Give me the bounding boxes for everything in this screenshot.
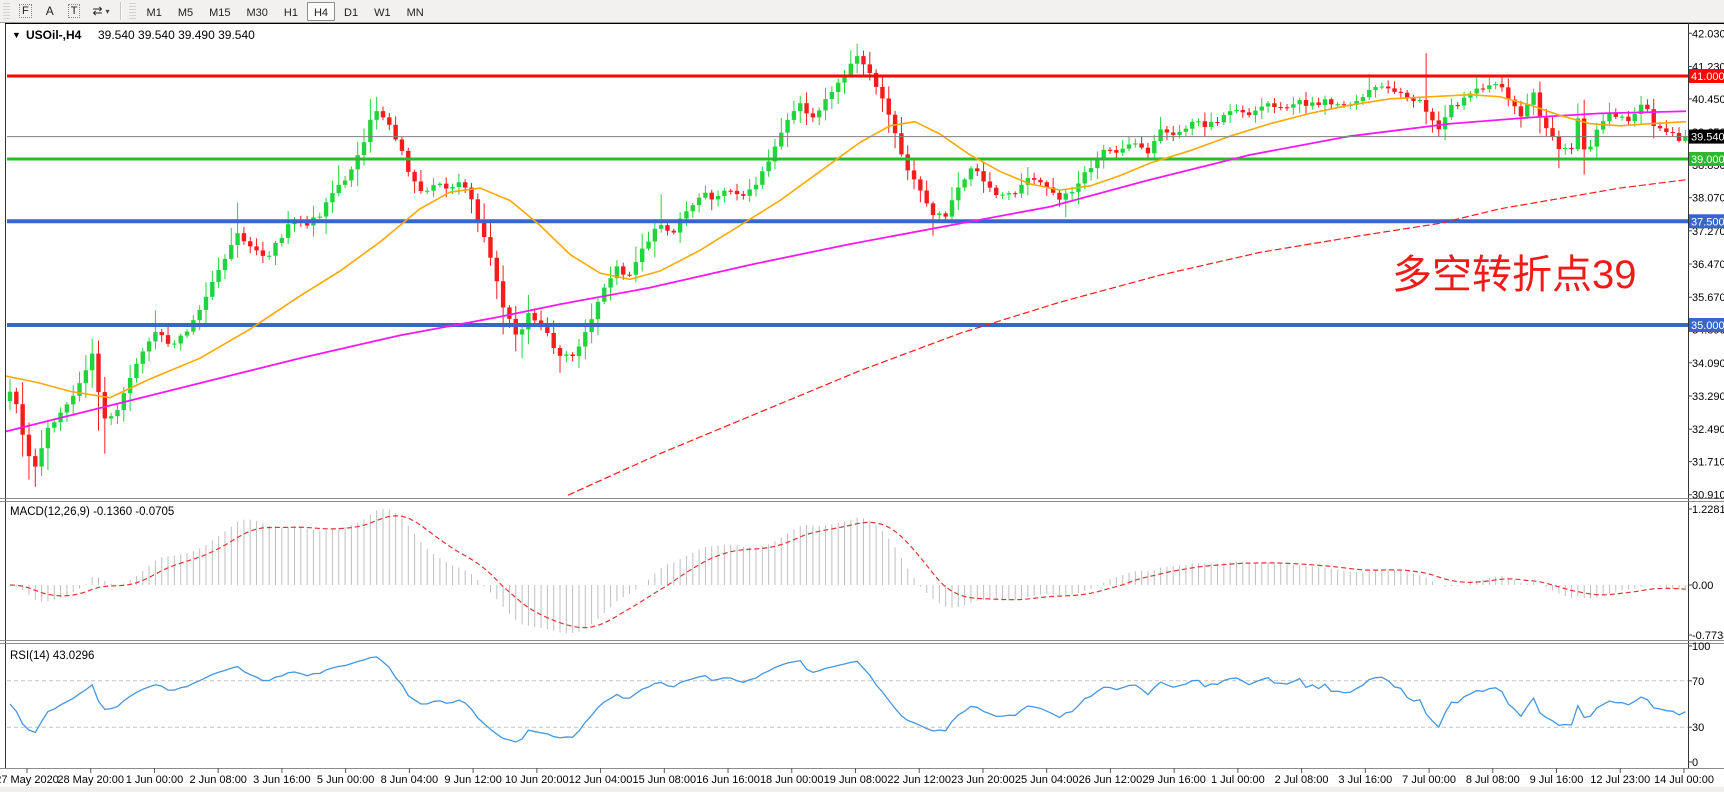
chart-grid-icon[interactable]: F — [14, 1, 37, 21]
x-axis-date-label: 8 Jul 08:00 — [1466, 774, 1520, 786]
x-axis-date-label: 9 Jul 16:00 — [1530, 774, 1584, 786]
x-axis-date-label: 9 Jun 12:00 — [444, 774, 502, 786]
price-badge-37.500 — [1689, 214, 1724, 229]
x-axis-date-label: 5 Jun 00:00 — [317, 774, 375, 786]
mid-ma-line — [6, 110, 1687, 433]
chart-annotation-text[interactable]: 多空转折点39 — [1392, 253, 1637, 297]
y-axis-tick-label: 31.710 — [1692, 457, 1724, 469]
price-badge-text: 39.540 — [1691, 132, 1724, 144]
insert-arrows-icon[interactable]: ⇄ ▾ — [87, 1, 114, 21]
x-axis-date-label: 19 Jun 08:00 — [824, 774, 888, 786]
x-axis-date-label: 2 Jun 08:00 — [189, 774, 247, 786]
price-chart-svg: 42.03041.23040.45039.65038.85038.07037.2… — [0, 23, 1724, 792]
timeframe-button-H1[interactable]: H1 — [277, 2, 305, 21]
x-axis-date-label: 10 Jun 20:00 — [505, 774, 569, 786]
x-axis-date-label: 12 Jun 04:00 — [569, 774, 633, 786]
x-axis-date-label: 12 Jul 23:00 — [1590, 774, 1650, 786]
y-axis-tick-label: 33.290 — [1692, 391, 1724, 403]
price-badge-41.000 — [1689, 69, 1724, 83]
insert-label-icon[interactable]: T — [63, 1, 86, 21]
macd-axis-label: 1.2281 — [1692, 504, 1724, 516]
chart-title-symbol: USOil-,H4 — [26, 28, 82, 42]
macd-histogram — [15, 509, 1686, 633]
x-axis-date-label: 16 Jun 16:00 — [696, 774, 760, 786]
x-axis-date-label: 14 Jul 00:00 — [1654, 774, 1714, 786]
y-axis-tick-label: 30.910 — [1692, 490, 1724, 502]
macd-axis-label: 0.00 — [1692, 580, 1713, 592]
macd-signal-line — [9, 515, 1686, 629]
rsi-axis-label: 70 — [1692, 676, 1704, 688]
timeframe-button-D1[interactable]: D1 — [337, 2, 365, 21]
y-axis-tick-label: 32.490 — [1692, 424, 1724, 436]
rsi-indicator-label: RSI(14) 43.0296 — [10, 650, 94, 662]
rsi-axis-label: 100 — [1692, 641, 1710, 653]
x-axis-date-label: 3 Jun 16:00 — [253, 774, 311, 786]
x-axis-date-label: 1 Jul 00:00 — [1211, 774, 1265, 786]
timeframe-button-MN[interactable]: MN — [400, 2, 431, 21]
timeframe-button-M15[interactable]: M15 — [202, 2, 237, 21]
symbol-dropdown-icon[interactable]: ▼ — [12, 30, 21, 40]
price-badge-35.000 — [1689, 318, 1724, 332]
x-axis-date-label: 15 Jun 08:00 — [632, 774, 696, 786]
x-axis-date-label: 1 Jun 00:00 — [126, 774, 184, 786]
rsi-axis-label: 0 — [1692, 757, 1698, 769]
chart-area: 42.03041.23040.45039.65038.85038.07037.2… — [0, 23, 1724, 792]
x-axis-date-label: 29 Jun 16:00 — [1142, 774, 1206, 786]
timeframe-button-W1[interactable]: W1 — [367, 2, 398, 21]
x-axis-date-label: 27 May 2020 — [0, 774, 59, 786]
slow-ma-line — [567, 179, 1687, 496]
toolbar-drag-handle[interactable] — [128, 3, 136, 19]
dropdown-caret-icon[interactable]: ▾ — [105, 6, 110, 16]
price-badge-39.000 — [1689, 152, 1724, 166]
price-badge-39.540 — [1689, 129, 1724, 144]
y-axis-tick-label: 42.030 — [1692, 28, 1724, 40]
x-axis-date-label: 23 Jun 20:00 — [951, 774, 1015, 786]
toolbar-separator — [119, 2, 122, 20]
x-axis-date-label: 22 Jun 12:00 — [887, 774, 951, 786]
top-toolbar: F A T ⇄ ▾ M1 M5 M15 M30 H1 H4 D1 W1 MN — [0, 0, 1724, 23]
x-axis-date-label: 26 Jun 12:00 — [1079, 774, 1143, 786]
insert-text-icon[interactable]: A — [39, 1, 61, 21]
x-axis-date-label: 18 Jun 00:00 — [760, 774, 824, 786]
rsi-axis-label: 30 — [1692, 722, 1704, 734]
price-badge-text: 41.000 — [1691, 71, 1724, 83]
toolbar-drag-handle[interactable] — [3, 3, 10, 19]
y-axis-tick-label: 36.470 — [1692, 259, 1724, 271]
chart-title-quotes: 39.540 39.540 39.490 39.540 — [98, 28, 255, 42]
price-badge-text: 39.000 — [1691, 154, 1724, 166]
x-axis-date-label: 28 May 20:00 — [57, 774, 124, 786]
y-axis-tick-label: 37.270 — [1692, 226, 1724, 238]
x-axis-date-label: 8 Jun 04:00 — [381, 774, 439, 786]
price-badge-text: 35.000 — [1691, 320, 1724, 332]
rsi-line — [9, 656, 1686, 743]
fast-ma-line — [6, 93, 1687, 399]
y-axis-tick-label: 38.070 — [1692, 193, 1724, 205]
macd-indicator-label: MACD(12,26,9) -0.1360 -0.0705 — [10, 506, 174, 518]
x-axis-date-label: 7 Jul 00:00 — [1402, 774, 1456, 786]
x-axis-date-label: 2 Jul 08:00 — [1275, 774, 1329, 786]
macd-axis-label: -0.7738 — [1692, 630, 1724, 642]
timeframe-button-M1[interactable]: M1 — [140, 2, 169, 21]
timeframe-button-H4[interactable]: H4 — [306, 1, 336, 21]
price-badge-text: 37.500 — [1691, 216, 1724, 228]
x-axis-date-label: 25 Jun 04:00 — [1015, 774, 1079, 786]
x-axis-date-label: 3 Jul 16:00 — [1338, 774, 1392, 786]
timeframe-button-M5[interactable]: M5 — [171, 2, 200, 21]
y-axis-tick-label: 34.090 — [1692, 358, 1724, 370]
timeframe-button-M30[interactable]: M30 — [240, 2, 275, 21]
y-axis-tick-label: 35.670 — [1692, 292, 1724, 304]
y-axis-tick-label: 40.450 — [1692, 94, 1724, 106]
